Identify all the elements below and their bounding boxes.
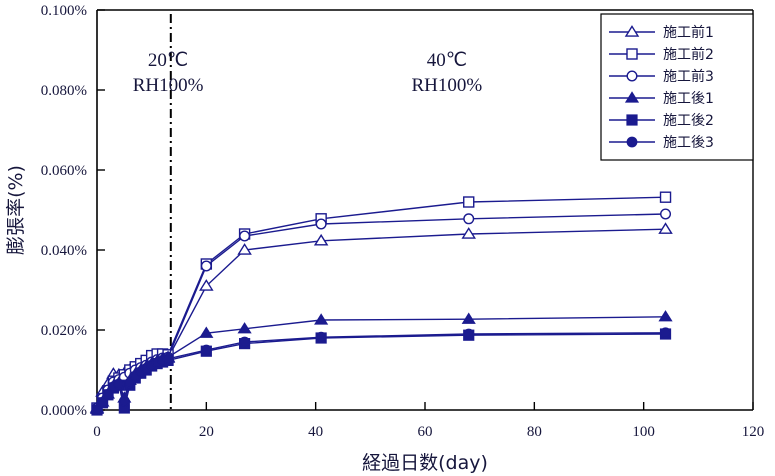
marker-circle-filled <box>97 397 108 408</box>
marker-square-open <box>659 191 672 203</box>
x-axis-ticks: 0 20 40 60 80 100 120 <box>93 402 764 440</box>
y-tick-label: 0.060% <box>41 163 87 179</box>
marker-triangle-open <box>199 279 214 291</box>
marker-square-open <box>463 196 475 208</box>
marker-circle-filled <box>660 327 671 339</box>
marker-circle-filled <box>200 344 212 356</box>
marker-triangle-filled <box>461 312 476 324</box>
x-tick-label: 0 <box>93 424 101 440</box>
legend-box <box>600 13 754 161</box>
marker-triangle-open <box>313 233 329 246</box>
y-axis-ticks: 0.000% 0.020% 0.040% 0.060% 0.080% 0.100% <box>41 3 105 419</box>
x-tick-label: 80 <box>527 424 542 440</box>
marker-circle-filled <box>113 378 125 390</box>
y-tick-label: 0.040% <box>41 243 87 259</box>
series-6 <box>91 327 671 416</box>
legend-item-4[interactable]: 施工後1 <box>609 91 714 107</box>
legend-item-label: 施工前3 <box>663 68 714 85</box>
x-tick-label: 120 <box>742 424 765 440</box>
legend-item-label: 施工前2 <box>663 46 714 63</box>
marker-circle-filled <box>315 331 327 343</box>
marker-triangle-filled <box>199 326 214 338</box>
marker-circle-filled <box>91 404 103 416</box>
marker-circle-open <box>315 218 327 230</box>
y-tick-label: 0.100% <box>41 3 87 19</box>
x-axis-title: 経過日数(day) <box>362 452 488 474</box>
marker-triangle-open <box>237 243 252 255</box>
marker-circle-filled <box>118 395 130 407</box>
marker-triangle-filled <box>237 322 252 334</box>
marker-circle-filled <box>102 389 114 400</box>
marker-circle-open <box>239 230 251 242</box>
legend-item-label: 施工後2 <box>663 113 714 129</box>
marker-circle-open <box>626 70 638 82</box>
plot-annotations: 20℃ RH100% 40℃ RH100% <box>133 50 483 96</box>
x-tick-label: 40 <box>308 424 323 440</box>
x-tick-label: 20 <box>199 424 214 440</box>
annotation-humidity: RH100% <box>411 75 482 96</box>
series-markers-6 <box>91 327 671 416</box>
legend-item-5[interactable]: 施工後2 <box>609 113 714 129</box>
y-tick-label: 0.020% <box>41 323 87 339</box>
marker-circle-open <box>463 213 475 225</box>
legend-item-2[interactable]: 施工前2 <box>609 46 714 63</box>
y-axis-title: 膨張率(%) <box>5 165 27 255</box>
data-series-group <box>89 191 673 416</box>
marker-circle-open <box>200 260 212 272</box>
annotation-temperature: 20℃ <box>148 50 188 71</box>
legend-item-3[interactable]: 施工前3 <box>609 68 714 85</box>
marker-circle-filled <box>239 336 251 348</box>
y-tick-label: 0.080% <box>41 83 87 99</box>
marker-triangle-open <box>461 227 476 239</box>
marker-triangle-open <box>658 222 673 234</box>
chart-legend: 施工前1 施工前2 施工前3 施工後1 施工後2 施工後3 <box>600 13 754 161</box>
marker-square-open <box>626 48 638 60</box>
legend-item-1[interactable]: 施工前1 <box>609 24 714 41</box>
legend-item-label: 施工後3 <box>663 135 714 151</box>
marker-circle-filled <box>626 136 638 148</box>
marker-circle-filled <box>162 353 174 365</box>
marker-triangle-filled <box>658 310 673 322</box>
legend-item-label: 施工前1 <box>663 24 714 41</box>
x-tick-label: 60 <box>418 424 433 440</box>
marker-circle-open <box>660 208 672 220</box>
annotation-temperature: 40℃ <box>427 50 467 71</box>
annotation-humidity: RH100% <box>133 75 204 96</box>
marker-square-filled <box>626 114 638 126</box>
marker-circle-filled <box>463 328 475 340</box>
x-tick-label: 100 <box>632 424 655 440</box>
marker-triangle-filled <box>314 313 329 325</box>
legend-item-6[interactable]: 施工後3 <box>609 135 714 151</box>
marker-triangle-filled <box>624 91 640 103</box>
legend-item-label: 施工後1 <box>663 91 714 107</box>
y-tick-label: 0.000% <box>41 403 87 419</box>
marker-triangle-open <box>624 25 640 37</box>
